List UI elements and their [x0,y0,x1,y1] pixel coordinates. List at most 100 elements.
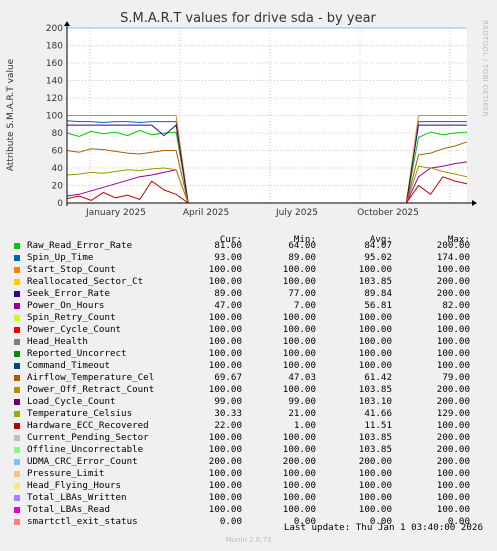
legend-min-value: 77.00 [288,288,316,299]
legend-label: Reported_Uncorrect [27,348,127,359]
legend-cur-value: 100.00 [208,492,242,503]
legend-row: Start_Stop_Count 100.00 100.00 100.00 100.00 [0,264,497,276]
legend-row: Raw_Read_Error_Rate 81.00 64.00 84.07 200.00 [0,240,497,252]
legend-min-value: 7.00 [293,300,316,311]
legend-min-value: 100.00 [282,336,316,347]
legend-label: Head_Flying_Hours [27,480,122,491]
legend-cur-value: 100.00 [208,480,242,491]
legend-avg-value: 89.84 [364,288,392,299]
legend-max-value: 200.00 [436,240,470,251]
legend-cur-value: 200.00 [208,456,242,467]
legend-min-value: 100.00 [282,276,316,287]
legend-swatch [14,495,20,501]
legend-label: Airflow_Temperature_Cel [27,372,155,383]
legend-min-value: 100.00 [282,360,316,371]
legend-label: Head_Health [27,336,88,347]
legend-min-value: 21.00 [288,408,316,419]
legend-min-value: 100.00 [282,312,316,323]
y-tick-label: 160 [46,59,63,69]
legend-avg-value: 103.85 [358,384,392,395]
legend-avg-value: 84.07 [364,240,392,251]
legend-avg-value: 41.66 [364,408,392,419]
legend-row: smartctl_exit_status 0.00 0.00 0.00 0.00 [0,516,497,528]
legend-swatch [14,507,20,513]
legend-row: Airflow_Temperature_Cel 69.67 47.03 61.42 79… [0,372,497,384]
legend-label: Current_Pending_Sector [27,432,149,443]
last-update: Last update: Thu Jan 1 03:40:00 2026 [283,522,483,533]
legend-swatch [14,375,20,381]
legend-avg-value: 103.10 [358,396,392,407]
legend-avg-value: 100.00 [358,492,392,503]
legend-swatch [14,387,20,393]
legend-row: Power_Cycle_Count 100.00 100.00 100.00 100.0… [0,324,497,336]
legend-cur-value: 69.67 [214,372,242,383]
y-tick-label: 80 [52,129,64,139]
legend-cur-value: 100.00 [208,348,242,359]
legend-min-value: 100.00 [282,468,316,479]
legend-label: Seek_Error_Rate [27,288,110,299]
y-ticks: 0 20 40 60 80 100 120 140 160 180 200 [46,24,63,209]
legend-avg-value: 11.51 [364,420,392,431]
legend-max-value: 100.00 [436,480,470,491]
legend-avg-value: 103.85 [358,432,392,443]
x-axis-arrow [472,200,477,206]
legend-row: Pressure_Limit 100.00 100.00 100.00 100.00 [0,468,497,480]
legend-label: Reallocated_Sector_Ct [27,276,144,287]
legend-cur-value: 100.00 [208,468,242,479]
legend-max-value: 129.00 [436,408,470,419]
legend-avg-value: 100.00 [358,348,392,359]
legend-label: Spin_Up_Time [27,252,94,263]
legend-swatch [14,399,20,405]
legend-min-value: 100.00 [282,348,316,359]
x-tick-label: April 2025 [183,208,229,218]
legend-max-value: 100.00 [436,312,470,323]
legend-max-value: 100.00 [436,348,470,359]
legend-avg-value: 100.00 [358,468,392,479]
legend-swatch [14,267,20,273]
y-axis-arrow [64,21,70,26]
legend-label: Total_LBAs_Written [27,492,127,503]
rrdtool-credit: RRDTOOL / TOBI OETIKER [481,20,489,117]
legend-label: Raw_Read_Error_Rate [27,240,133,251]
y-tick-label: 40 [52,164,64,174]
legend-label: Hardware_ECC_Recovered [27,420,149,431]
legend-min-value: 100.00 [282,324,316,335]
legend-swatch [14,435,20,441]
chart: S.M.A.R.T values for drive sda - by year… [0,0,497,232]
legend-swatch [14,315,20,321]
legend-max-value: 200.00 [436,456,470,467]
legend-swatch [14,339,20,345]
legend-max-value: 100.00 [436,420,470,431]
legend-max-value: 100.00 [436,324,470,335]
x-tick-label: January 2025 [85,208,146,218]
legend-row: Total_LBAs_Written 100.00 100.00 100.00 100.… [0,492,497,504]
legend-max-value: 100.00 [436,504,470,515]
legend-swatch [14,303,20,309]
legend-avg-value: 95.02 [364,252,392,263]
legend-label: Temperature_Celsius [27,408,133,419]
legend-cur-value: 89.00 [214,288,242,299]
legend-swatch [14,411,20,417]
legend-cur-value: 30.33 [214,408,242,419]
legend-swatch [14,255,20,261]
legend-row: UDMA_CRC_Error_Count 200.00 200.00 200.00 20… [0,456,497,468]
y-tick-label: 0 [57,199,63,209]
legend-avg-value: 100.00 [358,312,392,323]
legend-min-value: 89.00 [288,252,316,263]
legend-avg-value: 103.85 [358,276,392,287]
legend-row: Offline_Uncorrectable 100.00 100.00 103.85 2… [0,444,497,456]
legend-row: Temperature_Celsius 30.33 21.00 41.66 129.00 [0,408,497,420]
legend-label: Power_Off_Retract_Count [27,384,155,395]
legend-label: Spin_Retry_Count [27,312,116,323]
legend-max-value: 200.00 [436,276,470,287]
legend-max-value: 100.00 [436,468,470,479]
legend-min-value: 0.00 [293,516,316,527]
legend-max-value: 100.00 [436,492,470,503]
legend-max-value: 200.00 [436,444,470,455]
legend-cur-value: 47.00 [214,300,242,311]
y-tick-label: 180 [46,42,63,52]
legend-max-value: 0.00 [447,516,470,527]
legend-row: Total_LBAs_Read 100.00 100.00 100.00 100.00 [0,504,497,516]
legend-label: Load_Cycle_Count [27,396,116,407]
legend-row: Power_Off_Retract_Count 100.00 100.00 103.8… [0,384,497,396]
